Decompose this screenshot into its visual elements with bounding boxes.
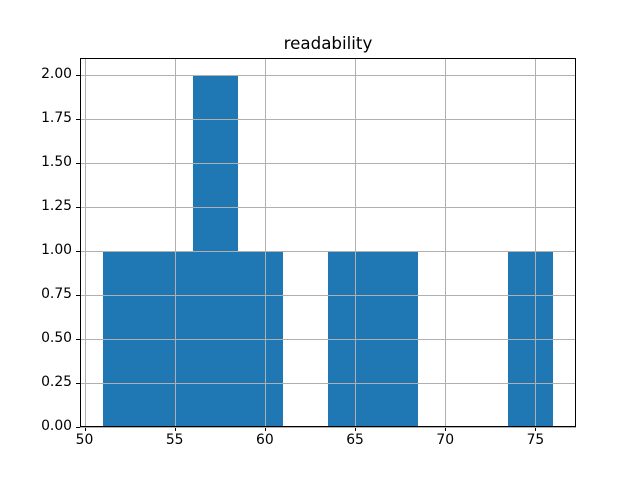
gridline-vertical <box>535 57 537 428</box>
gridline-horizontal <box>80 339 576 341</box>
y-tick-label: 0.25 <box>41 374 72 391</box>
plot-area <box>80 57 576 429</box>
y-tick-mark <box>76 251 80 253</box>
gridline-vertical <box>84 57 86 428</box>
x-tick-mark <box>535 427 537 432</box>
gridline-horizontal <box>80 163 576 165</box>
gridline-horizontal <box>80 207 576 209</box>
y-tick-label: 1.25 <box>41 198 72 215</box>
y-tick-label: 1.50 <box>41 154 72 171</box>
x-tick-mark <box>84 427 86 432</box>
gridline-horizontal <box>80 119 576 121</box>
y-tick-label: 2.00 <box>41 66 72 83</box>
x-tick-label: 75 <box>526 432 545 449</box>
gridline-horizontal <box>80 295 576 297</box>
x-tick-label: 65 <box>346 432 364 449</box>
y-tick-mark <box>76 119 80 121</box>
y-tick-mark <box>76 295 80 297</box>
x-tick-mark <box>174 427 176 432</box>
y-tick-mark <box>76 207 80 209</box>
gridline-horizontal <box>80 251 576 253</box>
y-tick-label: 1.00 <box>41 242 72 259</box>
x-tick-label: 70 <box>436 432 455 449</box>
y-tick-mark <box>76 163 80 165</box>
y-tick-mark <box>76 75 80 77</box>
x-tick-label: 50 <box>75 432 94 449</box>
y-tick-label: 1.75 <box>41 110 72 127</box>
y-tick-mark <box>76 339 80 341</box>
x-tick-mark <box>355 427 357 432</box>
y-tick-mark <box>76 383 80 385</box>
gridline-vertical <box>264 57 266 428</box>
gridline-horizontal <box>80 383 576 385</box>
y-tick-label: 0.00 <box>41 418 72 435</box>
y-tick-mark <box>76 427 80 429</box>
x-tick-label: 60 <box>256 432 274 449</box>
gridline-horizontal <box>80 75 576 77</box>
x-tick-mark <box>264 427 266 432</box>
x-tick-label: 55 <box>165 432 184 449</box>
gridline-vertical <box>174 57 176 428</box>
gridline-horizontal <box>80 427 576 429</box>
chart-title: readability <box>283 33 373 53</box>
gridline-vertical <box>445 57 447 428</box>
y-tick-label: 0.75 <box>41 286 72 303</box>
y-tick-label: 0.50 <box>41 330 72 347</box>
x-tick-mark <box>445 427 447 432</box>
gridline-vertical <box>355 57 357 428</box>
